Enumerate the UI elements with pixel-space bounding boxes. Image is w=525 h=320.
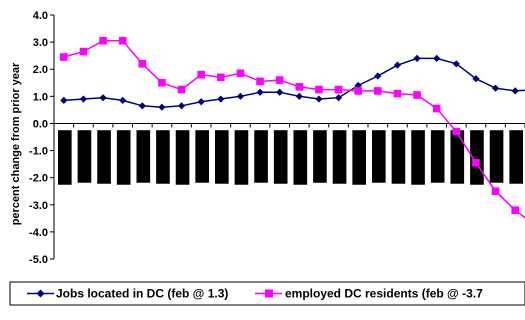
x-category-block — [489, 130, 504, 183]
data-point-jobs — [374, 72, 382, 80]
data-point-residents — [138, 60, 147, 68]
x-category-block — [116, 130, 131, 185]
data-point-residents — [177, 85, 186, 94]
x-category-block — [430, 130, 445, 183]
y-tick-label: 0.0 — [33, 118, 48, 130]
data-point-residents — [491, 187, 500, 196]
y-tick-label: 3.0 — [33, 37, 48, 49]
data-point-jobs — [472, 75, 480, 83]
data-point-jobs — [413, 54, 421, 62]
legend-swatch-residents-marker — [265, 289, 273, 298]
y-axis-label: percent change from prior year — [10, 62, 22, 225]
x-category-block — [215, 130, 229, 184]
x-category-block — [293, 130, 308, 185]
data-point-residents — [334, 85, 343, 94]
data-point-residents — [236, 69, 245, 78]
x-category-block — [372, 130, 386, 183]
x-category-block — [450, 130, 465, 184]
y-tick-label: -3.0 — [29, 200, 48, 212]
legend-swatch-jobs-marker — [36, 289, 45, 298]
data-point-jobs — [276, 88, 284, 96]
x-category-block — [175, 130, 190, 185]
data-point-jobs — [334, 94, 343, 102]
data-point-jobs — [295, 92, 303, 100]
x-category-block — [411, 130, 425, 185]
y-tick-label: -2.0 — [29, 173, 48, 185]
data-point-residents — [275, 76, 284, 84]
data-point-residents — [452, 127, 461, 136]
x-category-block — [156, 130, 170, 184]
x-category-block — [332, 130, 347, 184]
data-point-jobs — [60, 96, 68, 104]
data-point-residents — [432, 104, 441, 113]
data-point-jobs — [511, 87, 519, 95]
dark-band-layer — [58, 130, 523, 185]
data-point-residents — [511, 206, 519, 214]
data-point-residents — [354, 87, 362, 95]
y-tick-label: 1.0 — [33, 91, 48, 103]
data-point-residents — [256, 77, 264, 86]
x-category-block — [97, 130, 111, 184]
data-point-residents — [217, 73, 225, 82]
data-point-jobs — [452, 60, 460, 68]
data-point-residents — [374, 87, 382, 95]
data-point-jobs — [99, 94, 107, 102]
data-point-residents — [472, 158, 480, 167]
y-tick-label: -1.0 — [29, 146, 48, 158]
data-point-jobs — [315, 95, 323, 103]
x-category-block — [391, 130, 406, 184]
data-point-jobs — [217, 95, 225, 103]
data-point-jobs — [433, 54, 441, 62]
data-point-jobs — [491, 84, 500, 92]
x-category-block — [234, 130, 249, 185]
axis-layer: 4.0 3.0 2.0 1.0 0.0 -1.0 -2.0 -3.0 -4.0 -5.0 — [29, 10, 525, 266]
x-category-block — [254, 130, 268, 183]
y-tick-label: 2.0 — [33, 64, 48, 76]
data-point-jobs — [197, 98, 205, 106]
y-tick-label: -4.0 — [29, 227, 48, 239]
x-category-block — [470, 130, 484, 185]
data-point-residents — [60, 53, 68, 61]
data-point-residents — [413, 91, 421, 99]
x-category-block — [509, 130, 523, 184]
data-point-residents — [118, 36, 127, 45]
x-category-block — [195, 130, 209, 183]
data-point-jobs — [256, 88, 264, 96]
y-tick-label: 4.0 — [33, 10, 48, 22]
data-point-jobs — [119, 96, 127, 104]
x-category-block — [77, 130, 92, 183]
data-point-jobs — [393, 61, 402, 69]
x-category-block — [273, 130, 288, 184]
series-layer — [60, 36, 525, 219]
data-point-residents — [315, 85, 323, 94]
data-point-residents — [79, 47, 88, 56]
data-point-residents — [197, 70, 205, 79]
data-point-jobs — [236, 92, 245, 100]
y-tick-label: -5.0 — [29, 254, 48, 266]
x-category-block — [58, 130, 72, 185]
data-point-residents — [295, 83, 304, 91]
data-point-jobs — [138, 102, 146, 110]
data-point-residents — [99, 36, 107, 45]
legend-label-jobs: Jobs located in DC (feb @ 1.3) — [56, 287, 228, 301]
x-category-block — [352, 130, 366, 185]
data-point-residents — [393, 89, 402, 98]
x-category-block — [136, 130, 151, 183]
data-point-jobs — [79, 95, 88, 103]
legend-label-residents: employed DC residents (feb @ -3.7 — [285, 287, 483, 301]
legend: Jobs located in DC (feb @ 1.3) employed … — [9, 281, 525, 306]
data-point-residents — [158, 78, 166, 87]
data-point-jobs — [177, 102, 186, 110]
x-category-block — [313, 130, 327, 183]
data-point-jobs — [158, 103, 166, 111]
